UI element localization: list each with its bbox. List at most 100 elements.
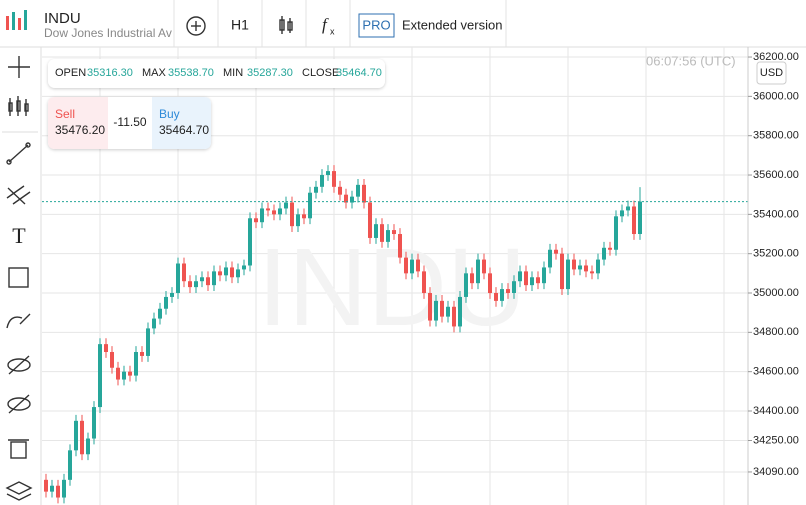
ohlc-label: MAX [142, 67, 167, 79]
candle-body [590, 271, 594, 274]
plot-area: INDU [42, 47, 748, 505]
y-axis: 36200.00 36000.00 35800.00 35600.00 35400.00… [748, 51, 799, 478]
hide-all-tool[interactable] [7, 394, 31, 414]
svg-text:T: T [12, 223, 26, 248]
candle-body [620, 210, 624, 217]
candle-body [50, 485, 54, 492]
candle-body [44, 479, 48, 492]
ohlc-value: 35287.30 [247, 67, 293, 79]
candle-body [284, 202, 288, 209]
candle-body [272, 210, 276, 215]
candle-body [134, 352, 138, 376]
candle-body [170, 293, 174, 297]
candle-body [182, 263, 186, 282]
ohlc-value: 35316.30 [87, 67, 133, 79]
crosshair-tool[interactable] [8, 56, 30, 78]
candle-body [146, 328, 150, 356]
candle-body [572, 259, 576, 270]
symbol[interactable]: INDU [44, 10, 81, 27]
hide-tool[interactable] [7, 355, 31, 375]
y-tick-label: 36000.00 [753, 90, 799, 102]
delete-all-tool[interactable] [8, 439, 29, 459]
candle-body [488, 273, 492, 294]
currency-box[interactable] [756, 61, 787, 85]
candle-body [410, 259, 414, 274]
layers-tool[interactable] [5, 481, 33, 501]
candle-body [608, 247, 612, 250]
y-tick-label: 34800.00 [753, 326, 799, 338]
candle-body [230, 267, 234, 278]
candle-body [332, 171, 336, 187]
sell-button[interactable] [48, 97, 108, 149]
candle-body [440, 300, 444, 317]
candle-body [110, 352, 114, 368]
candle-body [536, 277, 540, 284]
shape-tool[interactable] [8, 267, 29, 288]
candle-body [500, 289, 504, 301]
candle-body [386, 230, 390, 242]
candle-body [86, 438, 90, 455]
extended-version-link[interactable]: Extended version [402, 17, 502, 32]
ohlc-value: 35464.70 [336, 67, 382, 79]
candle-body [314, 186, 318, 193]
top-bar: INDU Dow Jones Industrial Ave H1 f x PRO… [0, 0, 806, 48]
candle-body [512, 281, 516, 294]
brush-tool[interactable] [6, 313, 31, 329]
candle-body [524, 271, 528, 286]
candle-body [350, 196, 354, 203]
instrument-name: Dow Jones Industrial Ave [44, 26, 179, 40]
spread: -11.50 [113, 115, 146, 129]
line-tool[interactable] [6, 142, 31, 165]
candle-body [506, 289, 510, 294]
candle-body [428, 293, 432, 321]
candle-body [62, 479, 66, 498]
buy-button[interactable] [152, 97, 211, 149]
candle-body [116, 367, 120, 380]
candle-body [236, 269, 240, 278]
candle-body [290, 202, 294, 227]
candle-body [446, 306, 450, 317]
candle-body [614, 216, 618, 250]
candle-body [326, 171, 330, 176]
candle-body [362, 184, 366, 203]
interval-button[interactable]: H1 [231, 17, 249, 33]
candle-body [74, 420, 78, 451]
candle-body [80, 420, 84, 455]
indicators-button-sub: x [330, 26, 335, 36]
candle-body [188, 281, 192, 288]
ohlc-value: 35538.70 [168, 67, 214, 79]
candle-body [104, 344, 108, 353]
candle-body [254, 218, 258, 223]
candle-body [212, 271, 216, 286]
candle-body [638, 201, 642, 235]
y-tick-label: 36200.00 [753, 51, 799, 63]
candle-body [356, 184, 360, 197]
candle-body [296, 214, 300, 227]
candle-body [494, 293, 498, 301]
candle-body [632, 206, 636, 235]
candle-body [92, 407, 96, 439]
candle-body [530, 277, 534, 286]
candle-body [68, 450, 72, 480]
candle-body [392, 230, 396, 235]
watermark: INDU [258, 226, 527, 349]
y-tick-label: 35600.00 [753, 169, 799, 181]
candle-body [596, 259, 600, 274]
buy-label: Buy [159, 107, 180, 121]
add-indicator-button[interactable] [186, 16, 206, 36]
candle-body [374, 224, 378, 238]
candle-body [176, 263, 180, 294]
chart-type-button[interactable] [279, 16, 293, 34]
indicators-button[interactable]: f [322, 15, 329, 34]
candle-body [338, 186, 342, 195]
pro-badge[interactable] [358, 13, 395, 38]
candle-body [554, 249, 558, 254]
candle-body [542, 267, 546, 284]
channel-tool[interactable] [6, 185, 31, 205]
candle-body [404, 257, 408, 274]
text-tool[interactable]: T [12, 223, 26, 248]
ohlc-label: CLOSE [302, 67, 339, 79]
candle-body [368, 202, 372, 238]
candle-tool[interactable] [8, 96, 29, 116]
candle-body [548, 249, 552, 268]
